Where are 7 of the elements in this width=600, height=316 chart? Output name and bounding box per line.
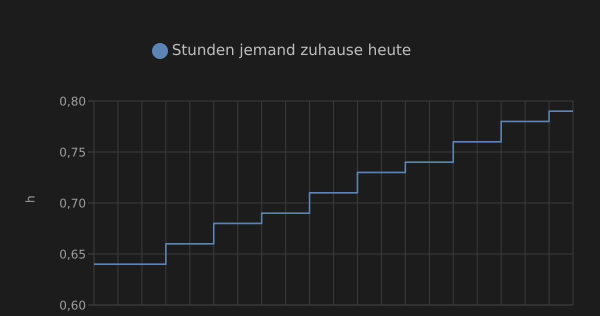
y-tick-label: 0,70 xyxy=(59,196,86,210)
y-tick-label: 0,75 xyxy=(59,145,86,160)
legend-label: Stunden jemand zuhause heute xyxy=(172,41,412,59)
y-tick-label: 0,60 xyxy=(59,298,86,312)
y-tick-label: 0,65 xyxy=(59,247,86,262)
y-tick-label: 0,80 xyxy=(59,94,86,108)
y-axis-title: h xyxy=(23,195,38,203)
